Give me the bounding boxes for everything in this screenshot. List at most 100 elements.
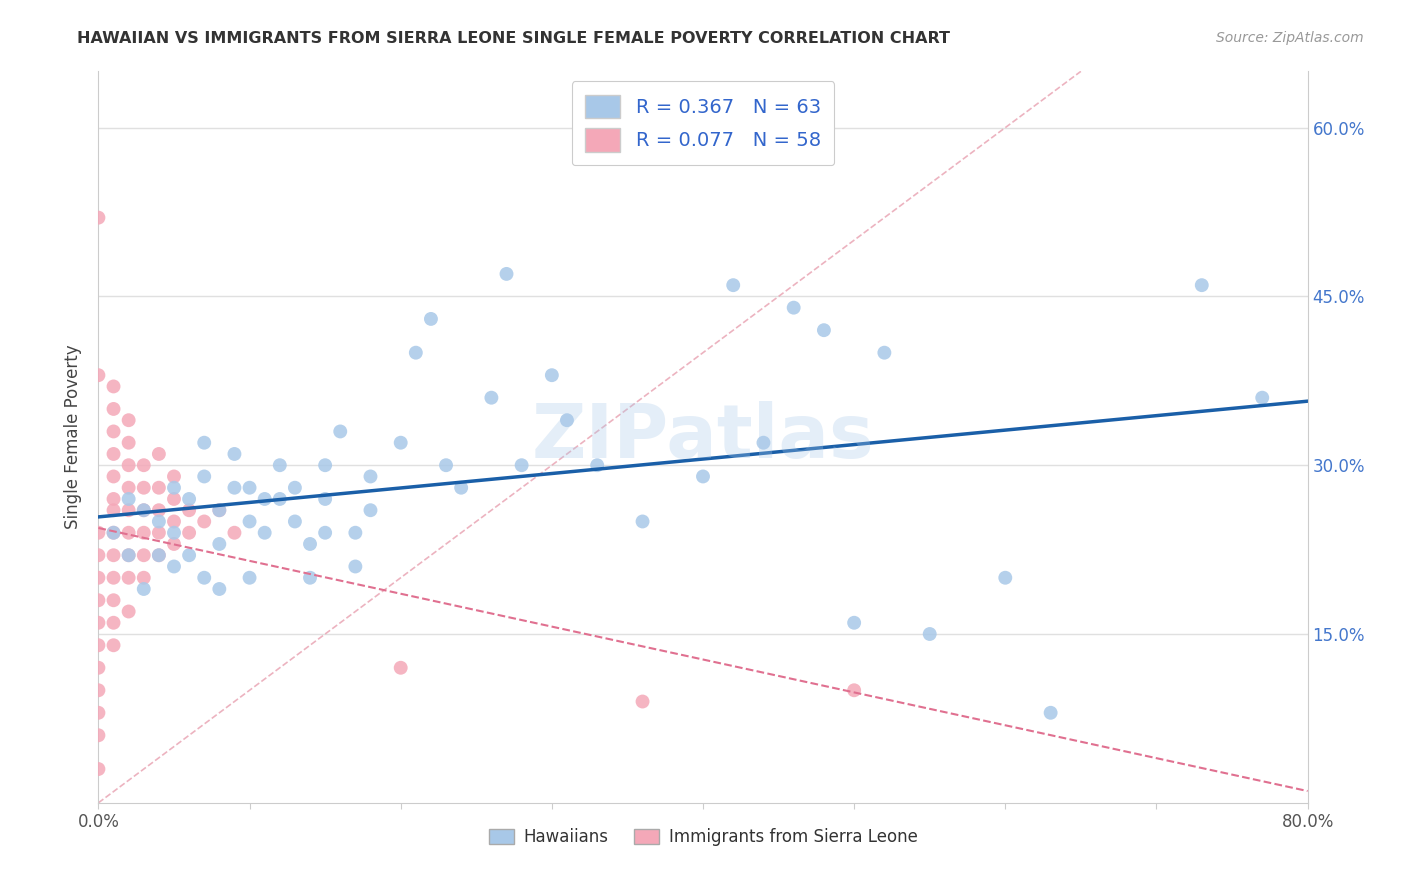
Point bbox=[87, 593, 110, 607]
Point bbox=[253, 525, 276, 540]
Point bbox=[103, 525, 125, 540]
Point bbox=[87, 638, 110, 652]
Point bbox=[87, 211, 110, 225]
Point bbox=[103, 425, 125, 439]
Point bbox=[163, 491, 186, 506]
Point bbox=[103, 638, 125, 652]
Legend: Hawaiians, Immigrants from Sierra Leone: Hawaiians, Immigrants from Sierra Leone bbox=[482, 822, 924, 853]
Point bbox=[103, 593, 125, 607]
Point bbox=[344, 525, 367, 540]
Point bbox=[132, 503, 155, 517]
Point bbox=[208, 503, 231, 517]
Point bbox=[329, 425, 352, 439]
Point bbox=[284, 481, 307, 495]
Point bbox=[87, 728, 110, 742]
Point bbox=[450, 481, 472, 495]
Point bbox=[148, 503, 170, 517]
Point bbox=[103, 379, 125, 393]
Point bbox=[1039, 706, 1062, 720]
Point bbox=[148, 548, 170, 562]
Point bbox=[87, 368, 110, 383]
Point bbox=[148, 515, 170, 529]
Point bbox=[163, 559, 186, 574]
Point bbox=[389, 435, 412, 450]
Point bbox=[723, 278, 745, 293]
Point bbox=[87, 615, 110, 630]
Point bbox=[193, 571, 215, 585]
Point bbox=[224, 525, 246, 540]
Point bbox=[299, 571, 322, 585]
Point bbox=[118, 413, 141, 427]
Point bbox=[193, 435, 215, 450]
Point bbox=[87, 683, 110, 698]
Point bbox=[179, 503, 201, 517]
Point bbox=[163, 525, 186, 540]
Text: Source: ZipAtlas.com: Source: ZipAtlas.com bbox=[1216, 31, 1364, 45]
Point bbox=[193, 469, 215, 483]
Point bbox=[208, 582, 231, 596]
Point bbox=[193, 515, 215, 529]
Point bbox=[783, 301, 806, 315]
Point bbox=[1251, 391, 1274, 405]
Point bbox=[224, 447, 246, 461]
Point bbox=[103, 571, 125, 585]
Point bbox=[118, 435, 141, 450]
Point bbox=[873, 345, 896, 359]
Point bbox=[239, 481, 262, 495]
Point bbox=[389, 661, 412, 675]
Point bbox=[239, 571, 262, 585]
Point bbox=[163, 469, 186, 483]
Point bbox=[87, 661, 110, 675]
Point bbox=[103, 548, 125, 562]
Point bbox=[360, 503, 382, 517]
Point bbox=[510, 458, 533, 473]
Point bbox=[360, 469, 382, 483]
Point bbox=[813, 323, 835, 337]
Point bbox=[844, 683, 866, 698]
Point bbox=[314, 458, 336, 473]
Point bbox=[284, 515, 307, 529]
Point bbox=[299, 537, 322, 551]
Point bbox=[118, 525, 141, 540]
Point bbox=[118, 481, 141, 495]
Point bbox=[103, 615, 125, 630]
Point bbox=[148, 548, 170, 562]
Point bbox=[555, 413, 578, 427]
Point bbox=[495, 267, 517, 281]
Point bbox=[434, 458, 457, 473]
Point bbox=[179, 548, 201, 562]
Point bbox=[224, 481, 246, 495]
Point bbox=[179, 525, 201, 540]
Point bbox=[148, 481, 170, 495]
Point bbox=[844, 615, 866, 630]
Point bbox=[118, 491, 141, 506]
Point bbox=[103, 447, 125, 461]
Point bbox=[631, 515, 654, 529]
Point bbox=[631, 694, 654, 708]
Point bbox=[179, 491, 201, 506]
Point bbox=[132, 582, 155, 596]
Point bbox=[103, 469, 125, 483]
Point bbox=[344, 559, 367, 574]
Point bbox=[540, 368, 562, 383]
Point bbox=[1191, 278, 1213, 293]
Point bbox=[87, 548, 110, 562]
Point bbox=[481, 391, 503, 405]
Point bbox=[118, 605, 141, 619]
Point bbox=[103, 401, 125, 416]
Point bbox=[148, 525, 170, 540]
Point bbox=[118, 458, 141, 473]
Text: HAWAIIAN VS IMMIGRANTS FROM SIERRA LEONE SINGLE FEMALE POVERTY CORRELATION CHART: HAWAIIAN VS IMMIGRANTS FROM SIERRA LEONE… bbox=[77, 31, 950, 46]
Point bbox=[87, 525, 110, 540]
Point bbox=[163, 537, 186, 551]
Point bbox=[118, 571, 141, 585]
Point bbox=[103, 491, 125, 506]
Point bbox=[253, 491, 276, 506]
Y-axis label: Single Female Poverty: Single Female Poverty bbox=[65, 345, 83, 529]
Point bbox=[148, 447, 170, 461]
Point bbox=[132, 525, 155, 540]
Point bbox=[132, 503, 155, 517]
Point bbox=[118, 548, 141, 562]
Point bbox=[132, 571, 155, 585]
Point bbox=[239, 515, 262, 529]
